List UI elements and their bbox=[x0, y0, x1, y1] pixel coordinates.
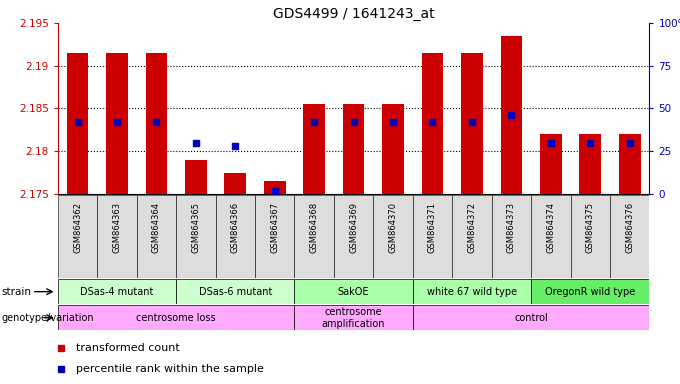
Text: transformed count: transformed count bbox=[75, 343, 180, 353]
Bar bbox=[452, 195, 492, 278]
Bar bbox=[413, 279, 531, 304]
Text: control: control bbox=[514, 313, 548, 323]
Bar bbox=[294, 279, 413, 304]
Bar bbox=[58, 305, 294, 330]
Bar bbox=[373, 195, 413, 278]
Bar bbox=[255, 195, 294, 278]
Bar bbox=[224, 172, 246, 194]
Bar bbox=[500, 36, 522, 194]
Point bbox=[388, 119, 398, 125]
Bar bbox=[294, 305, 413, 330]
Point bbox=[151, 119, 162, 125]
Title: GDS4499 / 1641243_at: GDS4499 / 1641243_at bbox=[273, 7, 435, 21]
Bar bbox=[334, 195, 373, 278]
Point bbox=[585, 139, 596, 146]
Point bbox=[506, 112, 517, 118]
Bar bbox=[619, 134, 641, 194]
Bar bbox=[185, 160, 207, 194]
Text: GSM864370: GSM864370 bbox=[388, 202, 398, 253]
Bar bbox=[461, 53, 483, 194]
Bar bbox=[176, 195, 216, 278]
Text: centrosome
amplification: centrosome amplification bbox=[322, 307, 386, 329]
Bar bbox=[58, 195, 97, 278]
Bar bbox=[579, 134, 601, 194]
Bar bbox=[610, 195, 649, 278]
Text: strain: strain bbox=[1, 286, 31, 297]
Text: centrosome loss: centrosome loss bbox=[136, 313, 216, 323]
Point bbox=[466, 119, 477, 125]
Text: GSM864366: GSM864366 bbox=[231, 202, 240, 253]
Point bbox=[112, 119, 122, 125]
Bar bbox=[67, 53, 88, 194]
Text: GSM864367: GSM864367 bbox=[270, 202, 279, 253]
Bar bbox=[176, 279, 294, 304]
Text: GSM864369: GSM864369 bbox=[349, 202, 358, 253]
Text: percentile rank within the sample: percentile rank within the sample bbox=[75, 364, 263, 374]
Point bbox=[427, 119, 438, 125]
Text: GSM864362: GSM864362 bbox=[73, 202, 82, 253]
Text: GSM864364: GSM864364 bbox=[152, 202, 161, 253]
Text: DSas-6 mutant: DSas-6 mutant bbox=[199, 286, 272, 297]
Text: SakOE: SakOE bbox=[338, 286, 369, 297]
Point bbox=[624, 139, 635, 146]
Text: DSas-4 mutant: DSas-4 mutant bbox=[80, 286, 154, 297]
Point bbox=[190, 139, 201, 146]
Point bbox=[72, 119, 83, 125]
Text: GSM864373: GSM864373 bbox=[507, 202, 516, 253]
Bar bbox=[422, 53, 443, 194]
Bar bbox=[531, 195, 571, 278]
Bar bbox=[303, 104, 325, 194]
Bar bbox=[571, 195, 610, 278]
Bar bbox=[531, 279, 649, 304]
Text: GSM864371: GSM864371 bbox=[428, 202, 437, 253]
Point bbox=[230, 143, 241, 149]
Text: genotype/variation: genotype/variation bbox=[1, 313, 94, 323]
Point bbox=[545, 139, 556, 146]
Text: GSM864376: GSM864376 bbox=[625, 202, 634, 253]
Point bbox=[348, 119, 359, 125]
Text: GSM864368: GSM864368 bbox=[309, 202, 319, 253]
Text: GSM864375: GSM864375 bbox=[585, 202, 595, 253]
Text: GSM864374: GSM864374 bbox=[546, 202, 556, 253]
Point bbox=[269, 187, 280, 194]
Bar bbox=[540, 134, 562, 194]
Bar bbox=[413, 305, 649, 330]
Bar bbox=[492, 195, 531, 278]
Bar bbox=[106, 53, 128, 194]
Bar bbox=[137, 195, 176, 278]
Bar bbox=[146, 53, 167, 194]
Text: GSM864372: GSM864372 bbox=[467, 202, 477, 253]
Bar bbox=[264, 181, 286, 194]
Text: GSM864363: GSM864363 bbox=[112, 202, 122, 253]
Bar bbox=[413, 195, 452, 278]
Bar bbox=[216, 195, 255, 278]
Bar bbox=[382, 104, 404, 194]
Bar bbox=[97, 195, 137, 278]
Bar bbox=[58, 279, 176, 304]
Text: white 67 wild type: white 67 wild type bbox=[427, 286, 517, 297]
Text: GSM864365: GSM864365 bbox=[191, 202, 201, 253]
Point bbox=[309, 119, 320, 125]
Bar bbox=[294, 195, 334, 278]
Text: OregonR wild type: OregonR wild type bbox=[545, 286, 635, 297]
Bar bbox=[343, 104, 364, 194]
